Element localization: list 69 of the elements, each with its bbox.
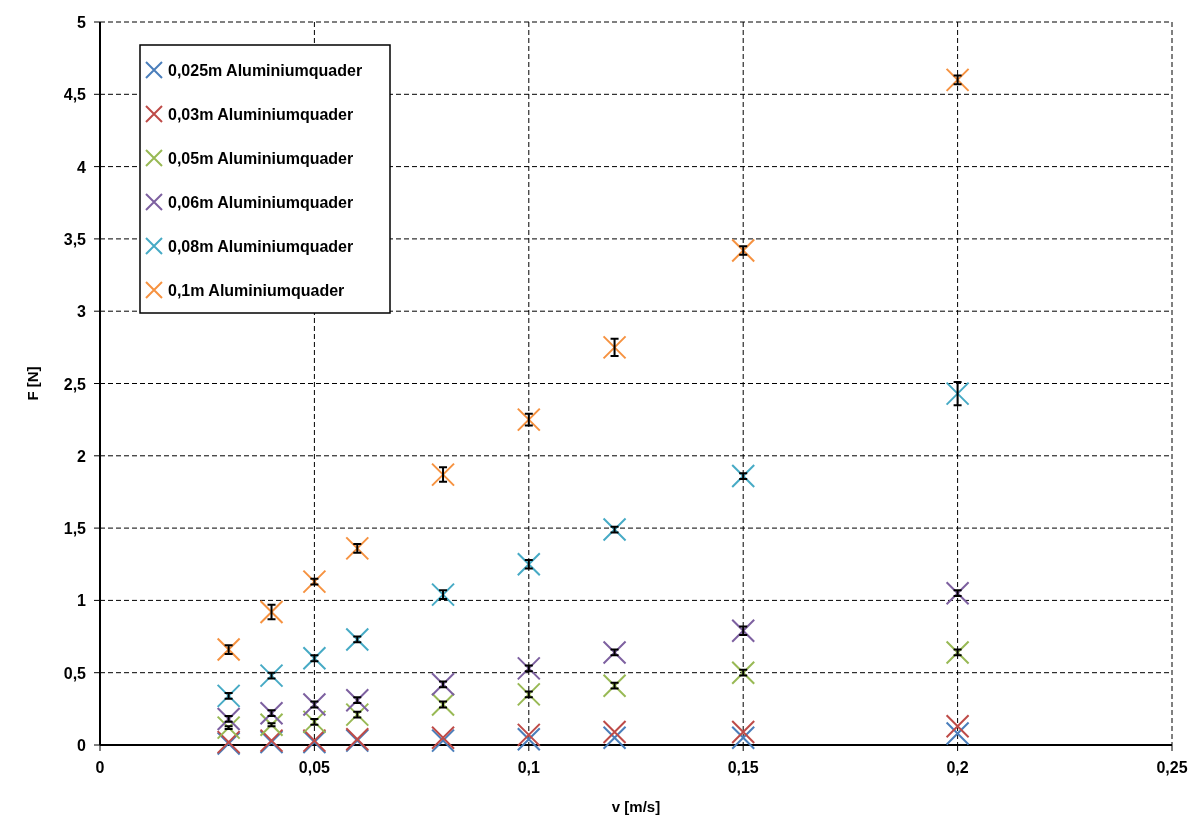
legend-label: 0,06m Aluminiumquader — [168, 194, 354, 211]
point — [516, 407, 541, 432]
y-tick-label: 4,5 — [63, 86, 87, 104]
point — [259, 663, 284, 688]
point — [731, 719, 756, 744]
point — [259, 712, 284, 737]
point — [731, 660, 756, 685]
point — [259, 599, 284, 624]
x-axis-title: v [m/s] — [611, 798, 661, 815]
y-tick-label: 0,5 — [63, 664, 87, 682]
y-tick-label: 1,5 — [63, 520, 87, 538]
point — [602, 517, 627, 542]
legend-label: 0,08m Aluminiumquader — [168, 238, 354, 255]
point — [302, 569, 327, 594]
point — [602, 673, 627, 698]
point — [602, 725, 627, 750]
legend-label: 0,05m Aluminiumquader — [168, 150, 354, 167]
point — [602, 335, 627, 360]
legend-label: 0,03m Aluminiumquader — [168, 106, 354, 123]
point — [516, 722, 541, 747]
legend-label: 0,1m Aluminiumquader — [168, 282, 345, 299]
point — [602, 640, 627, 665]
x-tick-label: 0,1 — [517, 759, 541, 776]
x-tick-label: 0,25 — [1156, 759, 1188, 776]
point — [731, 238, 756, 263]
y-tick-label: 2 — [77, 447, 87, 465]
point — [345, 627, 370, 652]
y-tick-label: 4 — [77, 158, 87, 176]
y-tick-label: 3 — [77, 303, 87, 321]
point — [945, 640, 970, 665]
point — [945, 67, 970, 92]
y-tick-label: 2,5 — [63, 375, 87, 393]
point — [345, 702, 370, 727]
point — [302, 646, 327, 671]
x-tick-label: 0 — [95, 759, 105, 776]
point — [216, 637, 241, 662]
y-tick-label: 3,5 — [63, 230, 87, 248]
x-tick-label: 0,2 — [946, 759, 969, 776]
point — [216, 706, 241, 731]
y-axis-title: F [N] — [24, 366, 41, 401]
point — [945, 714, 970, 739]
point — [302, 692, 327, 717]
point — [431, 582, 456, 607]
point — [516, 552, 541, 577]
point — [302, 709, 327, 734]
point — [216, 715, 241, 740]
x-tick-label: 0,05 — [298, 759, 331, 776]
point — [345, 536, 370, 561]
y-tick-label: 1 — [77, 592, 87, 610]
point — [516, 682, 541, 707]
point — [431, 462, 456, 487]
point — [731, 618, 756, 643]
point — [431, 672, 456, 697]
point — [945, 721, 970, 746]
point — [516, 656, 541, 681]
point — [431, 692, 456, 717]
point — [731, 725, 756, 750]
legend-label: 0,025m Aluminiumquader — [168, 62, 363, 79]
point — [259, 701, 284, 726]
point — [602, 719, 627, 744]
point — [731, 464, 756, 489]
y-tick-label: 5 — [77, 14, 87, 31]
y-tick-label: 0 — [77, 737, 87, 754]
x-tick-label: 0,15 — [727, 759, 759, 776]
point — [345, 688, 370, 713]
point — [516, 727, 541, 752]
point — [945, 381, 970, 406]
point — [216, 683, 241, 708]
point — [945, 581, 970, 606]
